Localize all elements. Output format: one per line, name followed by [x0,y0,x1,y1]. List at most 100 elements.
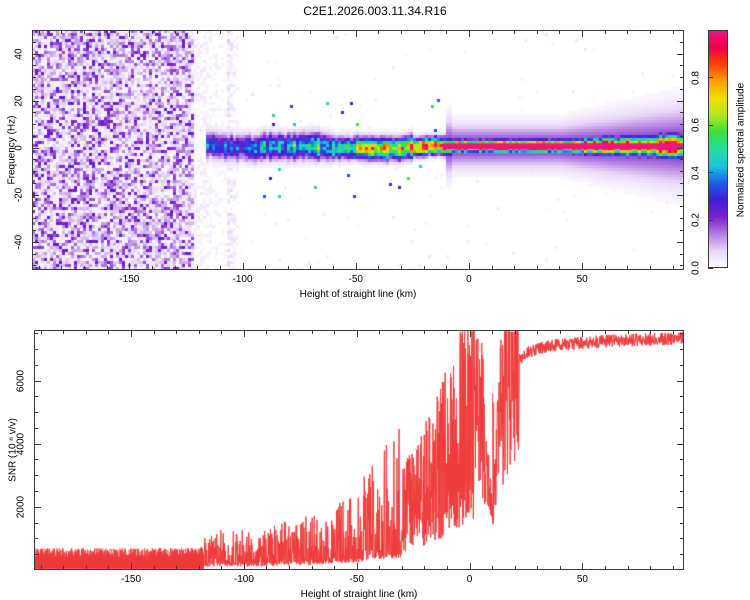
x-minor-tick-top [604,30,606,34]
x-minor-tick-top [289,330,291,334]
x-minor-tick [672,266,674,270]
colorbar-tick [708,267,713,269]
y-major-tick-right [677,100,684,102]
y-minor-tick-right [680,554,684,556]
y-major-tick-right [677,194,684,196]
x-minor-tick-top [447,330,449,334]
x-minor-tick [38,266,40,270]
y-minor-tick [32,30,36,31]
x-minor-tick [106,266,108,270]
colorbar-tick-label: 0.8 [690,70,702,85]
x-minor-tick [85,566,87,570]
y-minor-tick [34,522,38,524]
y-major-tick-right [677,380,684,382]
x-minor-tick-top [605,330,606,334]
y-minor-tick [34,491,38,493]
y-minor-tick-right [680,135,684,137]
spectrogram-canvas [32,30,684,270]
y-minor-tick-right [680,206,684,208]
y-minor-tick [32,112,36,114]
spectrogram-panel [32,30,684,270]
colorbar-tick-label: 0.6 [690,118,702,133]
x-minor-tick [536,266,538,270]
x-minor-tick-top [266,330,268,334]
colorbar-label: Normalized spectral amplitude [735,82,747,218]
y-minor-tick-right [680,88,684,90]
x-minor-tick [446,266,448,270]
x-minor-tick-top [650,330,652,334]
x-minor-tick [265,266,267,270]
x-tick-label: 0 [466,574,473,585]
y-minor-tick [32,206,36,208]
y-minor-tick [34,364,38,366]
x-minor-tick [311,566,313,570]
y-major-tick-right [677,53,684,55]
x-minor-tick [604,266,606,270]
x-minor-tick-top [174,30,176,34]
y-minor-tick [34,396,38,398]
x-tick-label: 0 [466,274,472,285]
x-minor-tick [221,566,223,570]
y-minor-tick-right [680,522,684,524]
y-tick-label: 6000 [15,369,27,392]
y-major-tick [32,194,39,196]
y-minor-tick [32,135,36,137]
x-minor-tick-top [378,30,380,34]
x-major-tick-top [129,30,131,37]
x-minor-tick [491,266,493,270]
x-major-tick-top [131,330,133,337]
x-minor-tick [310,266,312,270]
x-minor-tick-top [85,330,87,334]
x-major-tick-top [242,30,244,37]
x-major-tick [582,263,584,270]
y-minor-tick-right [680,77,684,79]
x-minor-tick [63,566,65,570]
y-minor-tick [32,171,36,173]
y-minor-tick-right [680,65,684,67]
y-minor-tick-right [680,396,684,398]
y-minor-tick-right [680,159,684,161]
x-minor-tick [378,266,380,270]
colorbar-tick-label: 0.2 [690,213,702,228]
y-minor-tick-right [680,265,684,267]
x-minor-tick-top [650,30,652,34]
x-minor-tick-top [492,330,494,334]
x-minor-tick [559,566,561,570]
colorbar-tick [708,172,713,174]
snr-frame [34,330,684,570]
x-tick-label: 50 [576,574,588,585]
y-minor-tick-right [680,475,684,477]
x-minor-tick [333,266,335,270]
y-tick-label: 2000 [15,495,27,518]
x-minor-tick-top [514,330,516,334]
x-minor-tick-top [333,30,335,34]
y-major-tick [32,53,39,55]
y-tick-label: 40 [13,47,25,60]
x-minor-tick [605,566,606,570]
x-minor-tick-top [219,30,221,34]
x-minor-tick [84,266,86,270]
y-minor-tick [34,538,38,540]
x-minor-tick-top [446,30,448,34]
x-minor-tick [287,266,289,270]
x-minor-tick-top [559,330,561,334]
x-minor-tick [514,566,516,570]
y-minor-tick [32,253,36,255]
x-minor-tick-top [40,330,42,334]
x-minor-tick [289,566,291,570]
x-minor-tick-top [311,330,313,334]
x-minor-tick [423,266,425,270]
y-minor-tick [32,124,36,126]
y-minor-tick [32,182,36,184]
x-minor-tick-top [491,30,493,34]
x-minor-tick [108,566,110,570]
colorbar-gradient [708,30,728,268]
y-minor-tick-right [680,364,684,366]
snr-x-axis-label: Height of straight line (km) [300,589,418,600]
x-minor-tick [40,566,42,570]
x-major-tick-top [582,30,584,37]
x-minor-tick-top [198,330,200,334]
y-minor-tick-right [680,348,684,350]
y-major-tick-right [677,241,684,243]
colorbar-tick [708,219,713,221]
